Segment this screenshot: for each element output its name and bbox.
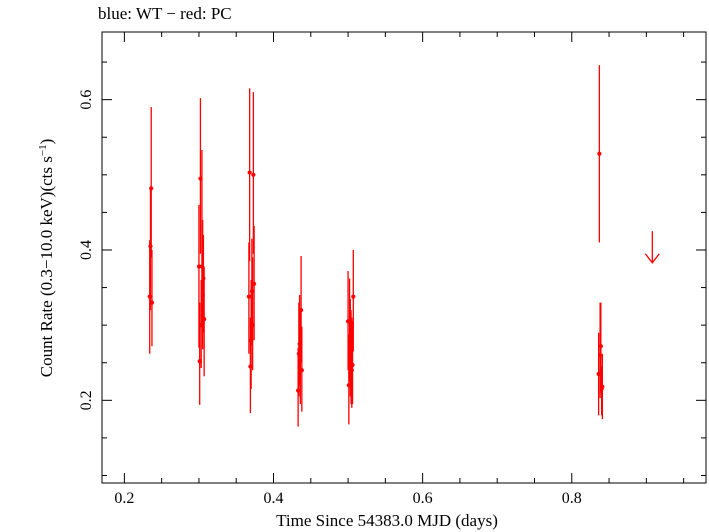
data-point [247, 170, 252, 175]
data-point [248, 364, 253, 369]
data-point [149, 186, 154, 191]
data-point [197, 359, 202, 364]
data-point [299, 368, 304, 373]
data-point [598, 353, 603, 358]
chart-title: blue: WT − red: PC [98, 4, 232, 23]
x-axis-label: Time Since 54383.0 MJD (days) [276, 511, 498, 530]
data-point [600, 384, 605, 389]
data-point [199, 323, 204, 328]
data-point [349, 368, 354, 373]
data-point [598, 344, 603, 349]
data-point [252, 281, 257, 286]
data-point [297, 341, 302, 347]
data-point [347, 334, 352, 339]
data-point [198, 176, 203, 181]
x-tick-label: 0.2 [114, 490, 134, 507]
data-point [298, 358, 303, 363]
data-point [296, 388, 301, 393]
y-axis-label-sup: −1 [37, 144, 49, 156]
data-point [346, 383, 351, 388]
y-axis-label: Count Rate (0.3−10.0 keV)(cts s−1) [37, 139, 56, 378]
x-tick-label: 0.4 [264, 490, 284, 507]
data-point [202, 317, 207, 322]
data-point [147, 294, 152, 299]
upper-limits [644, 231, 660, 264]
y-axis-label-end: ) [37, 139, 56, 145]
data-point [296, 351, 301, 356]
x-tick-label: 0.8 [562, 490, 582, 507]
data-point [201, 276, 206, 281]
data-point [250, 323, 255, 328]
data-point [251, 172, 256, 177]
y-tick-label: 0.2 [78, 390, 95, 410]
data-point [246, 294, 251, 299]
data-point [149, 300, 155, 305]
data-point [148, 244, 153, 249]
data-point [348, 351, 353, 356]
upper-limit-arrowhead [644, 253, 660, 264]
error-bars [149, 65, 604, 427]
y-axis-label-main: Count Rate (0.3−10.0 keV)(cts s [37, 156, 56, 377]
data-point [200, 292, 205, 298]
data-point [298, 308, 304, 313]
data-point [199, 264, 205, 269]
data-point [351, 294, 356, 299]
data-point [196, 264, 202, 269]
data-point [597, 151, 602, 156]
y-tick-label: 0.6 [78, 90, 95, 110]
y-tick-label: 0.4 [78, 240, 95, 260]
data-point [350, 362, 355, 368]
data-point [249, 338, 254, 343]
data-point [345, 319, 351, 324]
data-point [249, 289, 254, 294]
data-points [147, 151, 605, 393]
tick-labels: 0.2 0.4 0.6 0.8 0.2 0.4 0.6 [78, 90, 582, 507]
axis-ticks [102, 32, 706, 483]
x-tick-label: 0.6 [413, 490, 433, 507]
data-point [596, 371, 601, 377]
plot-frame [101, 31, 707, 484]
